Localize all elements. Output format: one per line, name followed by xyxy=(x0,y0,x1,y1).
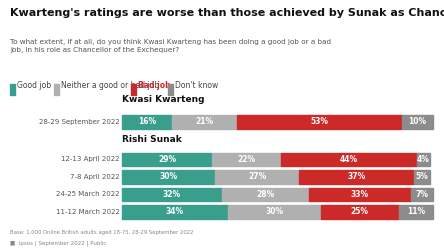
Bar xyxy=(122,170,215,184)
Text: 30%: 30% xyxy=(160,172,178,181)
Text: 21%: 21% xyxy=(195,118,214,126)
Text: 30%: 30% xyxy=(266,208,283,216)
Bar xyxy=(309,188,411,201)
Bar xyxy=(122,188,222,201)
Text: Neither a good or bad job: Neither a good or bad job xyxy=(61,80,159,90)
Bar xyxy=(168,84,173,95)
Text: 16%: 16% xyxy=(138,118,156,126)
Text: 12-13 April 2022: 12-13 April 2022 xyxy=(61,156,120,162)
Text: 10%: 10% xyxy=(408,118,426,126)
Text: 25%: 25% xyxy=(351,208,369,216)
Text: 29%: 29% xyxy=(158,155,176,164)
Text: Kwasi Kwarteng: Kwasi Kwarteng xyxy=(122,95,205,104)
Text: 7-8 April 2022: 7-8 April 2022 xyxy=(70,174,120,180)
Text: 28-29 September 2022: 28-29 September 2022 xyxy=(39,119,120,125)
Bar xyxy=(212,152,281,166)
Text: 28%: 28% xyxy=(256,190,274,199)
Bar xyxy=(215,170,299,184)
Text: 33%: 33% xyxy=(351,190,369,199)
Text: Base: 1,000 Online British adults aged 18-75, 28-29 September 2022: Base: 1,000 Online British adults aged 1… xyxy=(10,230,193,235)
Text: 24-25 March 2022: 24-25 March 2022 xyxy=(56,192,120,198)
Text: ■  Ipsos | September 2022 | Public: ■ Ipsos | September 2022 | Public xyxy=(10,241,106,246)
Text: To what extent, if at all, do you think Kwasi Kwarteng has been doing a good job: To what extent, if at all, do you think … xyxy=(10,39,331,53)
Bar xyxy=(417,152,430,166)
Text: 11-12 March 2022: 11-12 March 2022 xyxy=(56,209,120,215)
Text: 53%: 53% xyxy=(310,118,329,126)
Bar xyxy=(411,188,433,201)
Text: Rishi Sunak: Rishi Sunak xyxy=(122,135,182,144)
Bar xyxy=(122,115,172,129)
Bar xyxy=(414,170,430,184)
Text: 11%: 11% xyxy=(407,208,425,216)
Bar xyxy=(122,205,228,219)
Bar xyxy=(228,205,321,219)
Text: 27%: 27% xyxy=(248,172,266,181)
Bar xyxy=(222,188,309,201)
Bar xyxy=(321,205,399,219)
Text: 37%: 37% xyxy=(348,172,366,181)
Text: Bad job: Bad job xyxy=(138,80,170,90)
Text: 32%: 32% xyxy=(163,190,181,199)
Text: 4%: 4% xyxy=(417,155,430,164)
Text: Don't know: Don't know xyxy=(175,80,218,90)
Bar xyxy=(54,84,59,95)
Text: Good job: Good job xyxy=(17,80,51,90)
Text: Kwarteng's ratings are worse than those achieved by Sunak as Chancellor: Kwarteng's ratings are worse than those … xyxy=(10,8,444,18)
Bar xyxy=(122,152,212,166)
Text: 7%: 7% xyxy=(416,190,428,199)
Bar xyxy=(402,115,433,129)
Text: 22%: 22% xyxy=(238,155,255,164)
Bar xyxy=(281,152,417,166)
Text: 5%: 5% xyxy=(416,172,428,181)
Text: 34%: 34% xyxy=(166,208,184,216)
Bar xyxy=(10,84,15,95)
Bar xyxy=(131,84,136,95)
Bar xyxy=(172,115,237,129)
Bar xyxy=(237,115,402,129)
Bar xyxy=(399,205,433,219)
Text: ipsos: ipsos xyxy=(403,232,425,241)
Text: 44%: 44% xyxy=(340,155,358,164)
Bar xyxy=(299,170,414,184)
